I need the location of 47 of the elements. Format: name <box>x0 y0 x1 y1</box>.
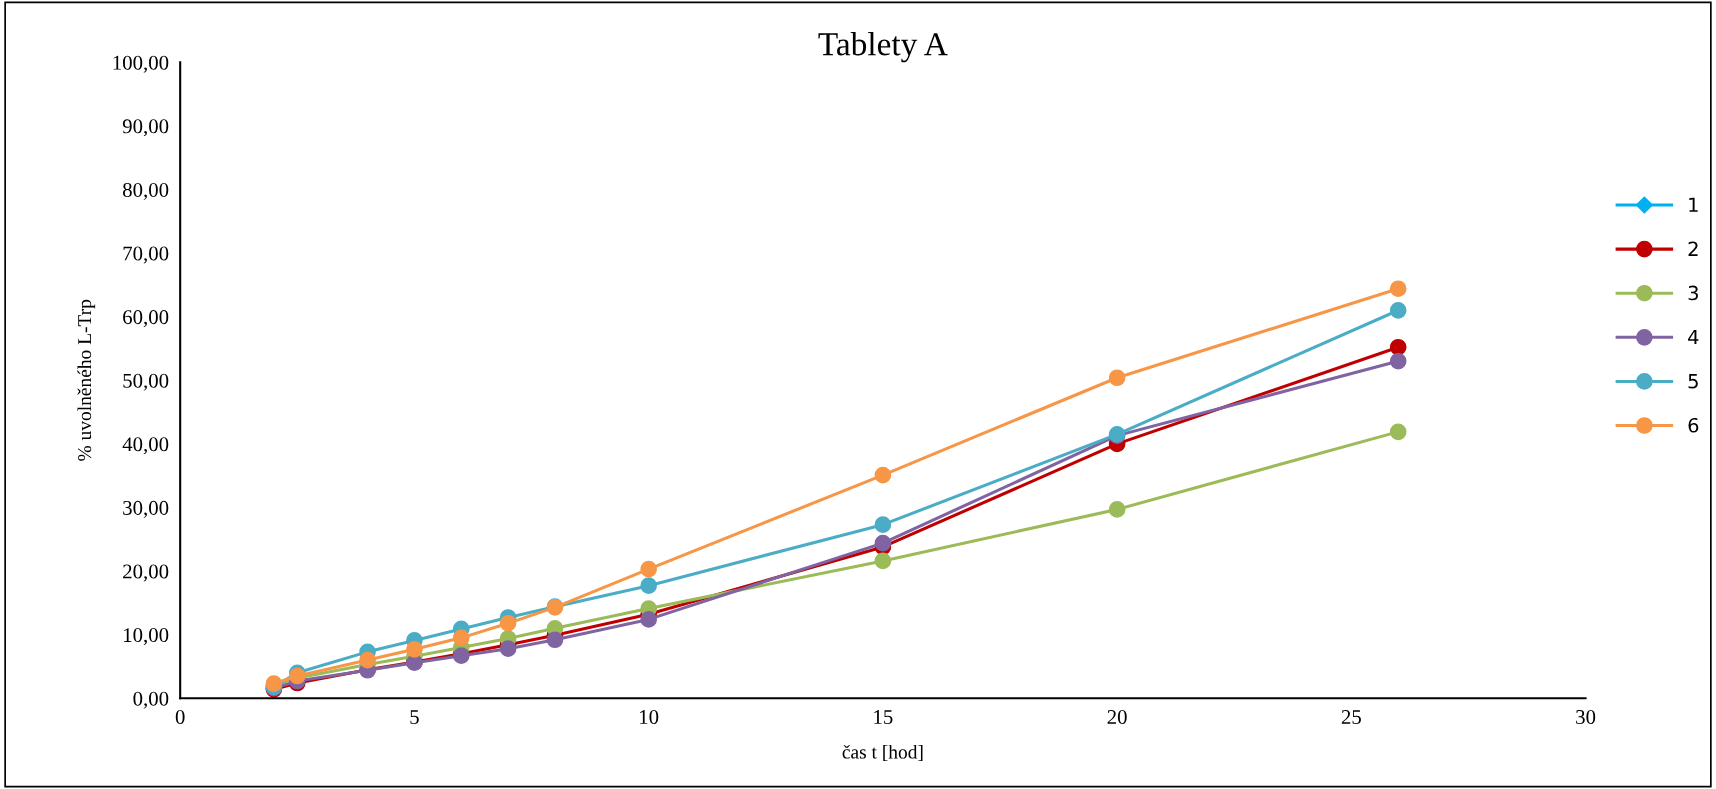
y-tick-label: 30,00 <box>123 500 169 518</box>
legend-label: 4 <box>1688 329 1699 345</box>
chart-title: Tablety A <box>818 32 948 63</box>
y-tick-label: 100,00 <box>113 55 169 73</box>
y-axis-title: % uvolněného L-Trp <box>77 299 96 461</box>
y-tick-label: 10,00 <box>124 628 169 646</box>
point <box>874 552 892 570</box>
point <box>1389 280 1407 298</box>
y-tick-label: 20,00 <box>123 564 169 582</box>
point <box>359 651 376 669</box>
legend-label: 3 <box>1688 285 1698 301</box>
point <box>874 466 892 484</box>
y-tick-label: 0,00 <box>133 691 169 709</box>
x-tick-label: 10 <box>640 709 659 725</box>
x-tick-label: 15 <box>874 710 893 725</box>
y-tick-label: 60,00 <box>123 310 169 328</box>
legend-label: 1 <box>1689 197 1698 212</box>
legend-label: 6 <box>1688 417 1699 433</box>
x-tick-label: 20 <box>1107 709 1127 725</box>
legend-label: 2 <box>1688 241 1698 256</box>
y-tick-label: 40,00 <box>122 437 169 455</box>
point <box>499 640 517 657</box>
point <box>1108 501 1126 518</box>
x-axis-title: čas t [hod] <box>842 744 923 762</box>
point <box>1108 369 1126 387</box>
y-tick-label: 50,00 <box>123 373 169 391</box>
x-tick-label: 0 <box>175 709 185 725</box>
point <box>640 577 657 595</box>
legend-label: 5 <box>1688 374 1698 389</box>
x-tick-label: 5 <box>410 710 419 725</box>
y-tick-label: 80,00 <box>122 182 169 200</box>
point <box>406 640 423 658</box>
point <box>1389 338 1407 356</box>
point <box>499 614 517 632</box>
point <box>452 629 470 647</box>
point <box>1389 302 1407 319</box>
point <box>874 534 892 552</box>
y-tick-label: 90,00 <box>122 119 169 137</box>
point <box>640 560 657 578</box>
point <box>546 631 564 649</box>
point <box>1389 423 1407 441</box>
y-tick-label: 70,00 <box>123 246 169 264</box>
point <box>874 516 892 533</box>
point <box>640 611 657 628</box>
x-tick-label: 25 <box>1341 710 1361 725</box>
x-tick-label: 30 <box>1576 709 1596 725</box>
point <box>1389 352 1407 370</box>
